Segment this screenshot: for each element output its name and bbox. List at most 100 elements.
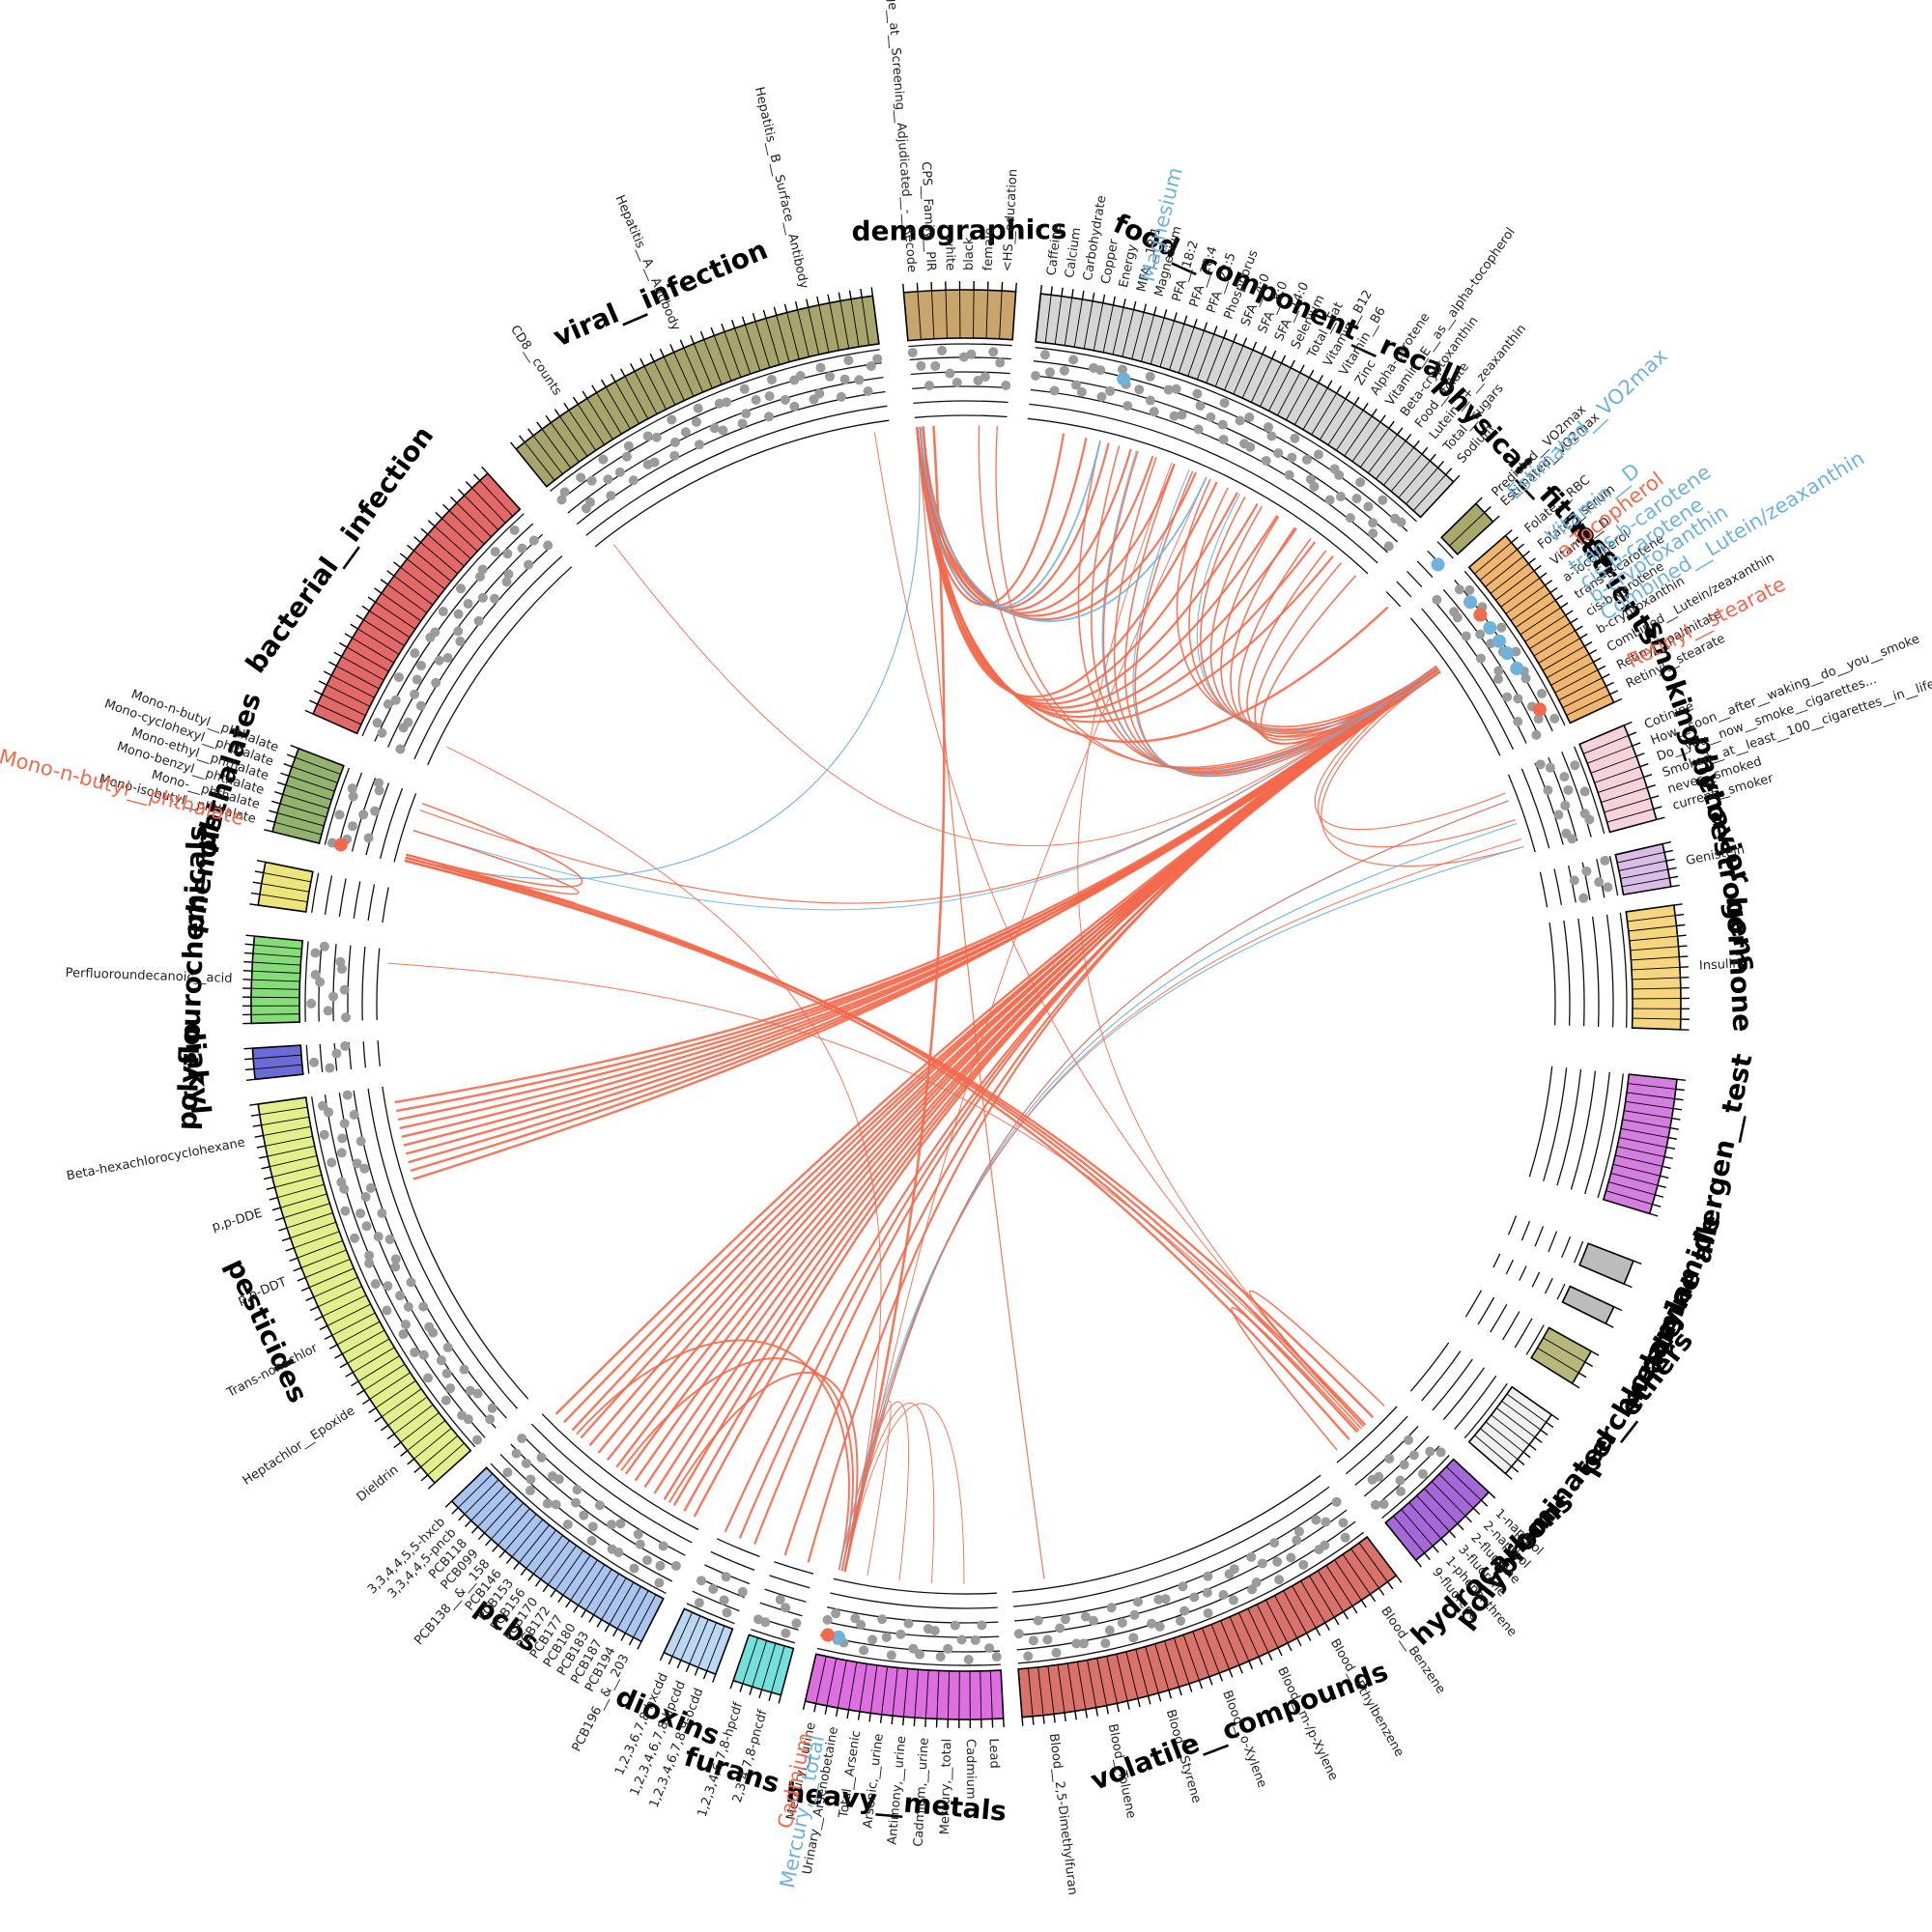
highlighted-point — [1510, 661, 1524, 675]
segment-divider — [1620, 1127, 1669, 1139]
track-ring — [324, 767, 351, 845]
data-point — [781, 1628, 791, 1638]
segment-tick — [492, 1545, 499, 1552]
segment-divider — [839, 300, 850, 349]
segment-divider — [1286, 377, 1310, 421]
data-point — [424, 1321, 435, 1332]
segment-tick — [449, 496, 458, 504]
segment-tick — [285, 1247, 295, 1252]
segment-divider — [1238, 1612, 1260, 1658]
segment-tick — [1296, 1637, 1302, 1647]
data-point — [339, 984, 350, 995]
segment-divider — [808, 307, 820, 355]
data-point — [457, 1410, 468, 1421]
data-point — [1531, 729, 1542, 740]
segment-tick — [1369, 1593, 1377, 1603]
data-point — [1055, 1623, 1065, 1634]
data-point — [1218, 434, 1229, 444]
segment-divider — [945, 290, 948, 339]
segment-tick — [649, 353, 655, 362]
track-ring — [1442, 1367, 1486, 1421]
segment-divider — [413, 1428, 452, 1460]
segment-divider — [1620, 868, 1668, 879]
segment-tick — [273, 790, 283, 795]
segment-tick — [1126, 1700, 1130, 1710]
data-point — [306, 998, 317, 1009]
segment-tick — [309, 699, 318, 705]
data-point — [1128, 1633, 1139, 1643]
segment-tick — [1613, 697, 1623, 703]
association-link — [446, 746, 882, 1572]
segment-divider — [381, 592, 422, 622]
segment-divider — [309, 1267, 355, 1289]
data-point — [1581, 866, 1592, 876]
segment-tick — [1147, 1695, 1151, 1705]
data-point — [543, 540, 554, 551]
segment-divider — [1077, 1662, 1087, 1710]
links-layer — [387, 425, 1524, 1585]
segment-divider — [1629, 935, 1678, 942]
data-point — [436, 1355, 446, 1366]
data-point — [1013, 1629, 1024, 1639]
data-point — [718, 425, 728, 436]
data-point — [438, 606, 448, 616]
segment-tick — [283, 763, 293, 768]
segment-tick — [1539, 572, 1548, 579]
track-ring — [914, 414, 1008, 418]
data-point — [1600, 855, 1610, 866]
segment-divider — [869, 1664, 878, 1714]
segment-tick — [1085, 1709, 1089, 1719]
segment-divider — [1087, 1660, 1097, 1708]
segment-divider — [818, 304, 830, 353]
segment-divider — [497, 1508, 530, 1546]
association-link — [724, 670, 1441, 1533]
data-point — [859, 1645, 869, 1656]
track-ring — [1477, 1296, 1495, 1325]
track-ring — [1548, 923, 1556, 1026]
association-link — [406, 853, 1358, 1434]
segment-divider — [931, 290, 935, 339]
segment-divider — [786, 312, 800, 360]
data-point — [319, 1129, 329, 1140]
track-ring — [324, 1094, 486, 1438]
segment-tick — [380, 579, 388, 585]
data-point — [1177, 410, 1187, 420]
segment-divider — [352, 638, 394, 664]
data-point — [352, 1158, 362, 1169]
segment-tick — [1395, 1575, 1403, 1583]
segment-divider — [407, 558, 445, 590]
data-point — [708, 1584, 719, 1595]
data-point — [585, 497, 596, 507]
segment-divider — [596, 392, 622, 435]
data-point — [1292, 1535, 1302, 1546]
segment-tick — [846, 1709, 850, 1719]
segment-tick — [1671, 1117, 1681, 1121]
association-link — [916, 427, 1045, 1579]
segment-divider — [703, 339, 723, 385]
data-point — [1335, 492, 1346, 502]
data-point — [780, 394, 790, 405]
segment-tick — [741, 316, 746, 326]
segment-tick — [1032, 1716, 1035, 1725]
segment-tick — [361, 605, 370, 611]
segment-tick — [1362, 402, 1369, 412]
data-point — [1425, 1446, 1435, 1457]
segment-divider — [292, 766, 338, 783]
segment-divider — [1141, 314, 1155, 362]
track-ring — [751, 1629, 796, 1644]
segment-divider — [1122, 309, 1135, 357]
track-ring — [305, 1044, 310, 1074]
segment-divider — [252, 952, 301, 958]
data-point — [1502, 692, 1513, 702]
data-point — [1533, 714, 1544, 724]
data-point — [670, 1560, 681, 1571]
data-point — [1245, 441, 1256, 452]
variable-label: Dieldrin — [355, 1463, 402, 1505]
track-ring — [1556, 1283, 1566, 1300]
segment-divider — [1073, 298, 1083, 348]
segment-divider — [1265, 1600, 1289, 1644]
segment-tick — [481, 466, 489, 474]
segment-tick — [794, 300, 799, 310]
group-label-demographics: demographics — [851, 213, 1066, 247]
segment-tick — [902, 283, 905, 293]
